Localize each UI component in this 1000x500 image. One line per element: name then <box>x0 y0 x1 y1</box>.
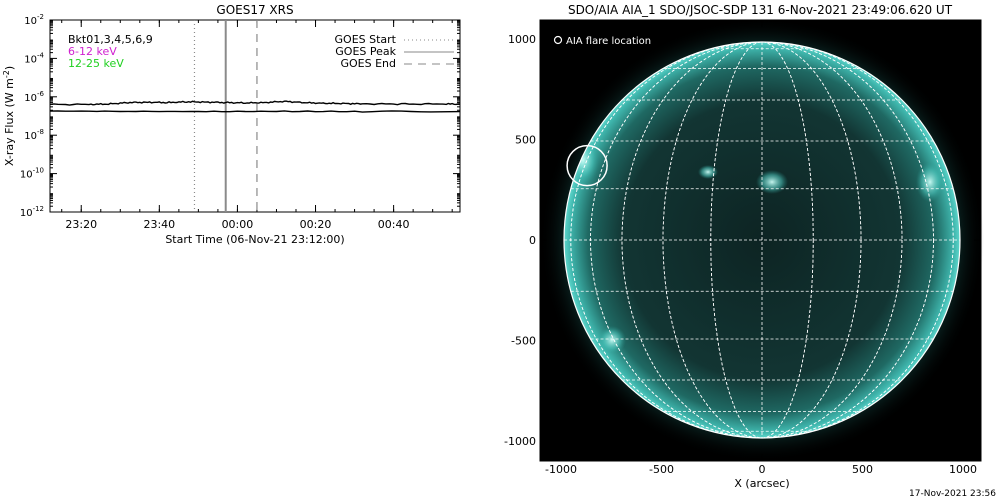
aia-heliographic-grid <box>564 42 960 438</box>
goes-x-tick-label: 23:20 <box>65 218 97 231</box>
goes-series-12-25-kev <box>49 110 461 113</box>
aia-x-label: X (arcsec) <box>734 477 789 490</box>
aia-y-tick-label: -500 <box>511 335 536 348</box>
goes-legend-bkt: Bkt01,3,4,5,6,9 <box>68 33 153 46</box>
goes-series <box>49 100 461 113</box>
goes-legend-start-label: GOES Start <box>335 33 397 46</box>
goes-legend-peak-label: GOES Peak <box>335 45 396 58</box>
aia-active-region-middle <box>698 165 718 179</box>
goes-event-markers <box>193 20 258 212</box>
aia-active-region-west-limb <box>916 162 944 202</box>
goes-y-tick-label: 10-10 <box>20 167 44 181</box>
aia-y-tick-label: 1000 <box>508 33 536 46</box>
goes-x-tick-label: 00:00 <box>222 218 254 231</box>
goes-x-tick-label: 00:20 <box>300 218 332 231</box>
goes-x-label: Start Time (06-Nov-21 23:12:00) <box>165 233 344 246</box>
aia-y-tick-label: 0 <box>529 234 536 247</box>
goes-y-tick-label: 10-4 <box>24 51 44 65</box>
goes-series-6-12-kev <box>49 100 461 106</box>
goes-y-tick-label: 10-12 <box>20 205 44 219</box>
goes-x-ticks: 23:20 23:40 00:00 00:20 00:40 <box>61 20 453 231</box>
aia-longitude-line <box>590 42 934 438</box>
goes-legend-end-label: GOES End <box>340 57 396 70</box>
aia-x-tick-label: -1000 <box>545 463 577 476</box>
goes-x-tick-label: 23:40 <box>143 218 175 231</box>
aia-active-region-southeast <box>598 326 626 354</box>
aia-x-tick-label: 1000 <box>949 463 977 476</box>
goes-legend-6-12kev: 6-12 keV <box>68 45 117 58</box>
aia-longitude-line <box>621 42 903 438</box>
goes-y-label: X-ray Flux (W m-2) <box>2 66 16 166</box>
goes-y-tick-label: 10-8 <box>24 128 44 142</box>
goes-y-ticks: 10-2 10-4 10-6 10-8 10-10 10-12 <box>20 13 460 219</box>
aia-active-region-center <box>756 170 788 194</box>
aia-x-tick-label: -500 <box>649 463 674 476</box>
goes-y-tick-label: 10-6 <box>24 90 44 104</box>
aia-title: SDO/AIA AIA_1 SDO/JSOC-SDP 131 6-Nov-202… <box>568 3 953 17</box>
footer-timestamp: 17-Nov-2021 23:56 <box>909 489 996 499</box>
aia-x-tick-label: 500 <box>852 463 873 476</box>
goes-legend-12-25kev: 12-25 keV <box>68 57 124 70</box>
goes-x-tick-label: 00:40 <box>378 218 410 231</box>
aia-longitude-line <box>710 42 814 438</box>
aia-legend-marker-icon <box>553 35 563 45</box>
aia-legend-label: AIA flare location <box>566 36 651 47</box>
aia-y-tick-label: 500 <box>515 134 536 147</box>
aia-longitude-line <box>662 42 862 438</box>
aia-x-tick-label: 0 <box>759 463 766 476</box>
aia-x-ticks: -1000 -500 0 500 1000 <box>545 20 977 476</box>
goes-y-tick-label: 10-2 <box>24 13 44 27</box>
goes-plot-frame <box>49 19 461 213</box>
goes-title: GOES17 XRS <box>216 3 293 17</box>
aia-limb-outline <box>563 41 961 439</box>
aia-y-tick-label: -1000 <box>504 435 536 448</box>
aia-y-ticks: 1000 500 0 -500 -1000 <box>504 33 981 448</box>
aia-flare-location-marker <box>566 144 608 187</box>
aia-longitude-line <box>570 42 954 438</box>
